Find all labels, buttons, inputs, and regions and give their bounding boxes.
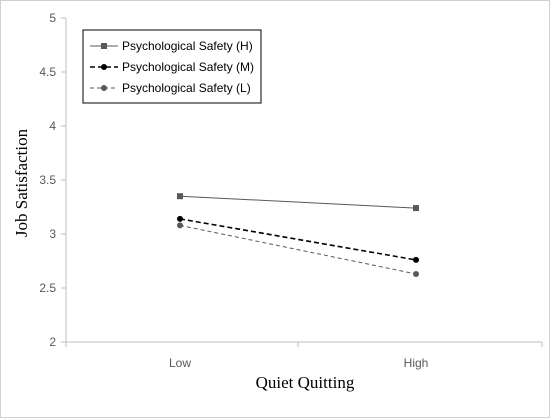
y-tick-label: 3 [49, 227, 56, 241]
series-line [179, 224, 417, 275]
legend-label: Psychological Safety (L) [122, 81, 251, 95]
x-tick-label: High [404, 356, 429, 370]
y-tick-label: 2.5 [39, 281, 56, 295]
legend-label: Psychological Safety (M) [122, 60, 254, 74]
legend-swatch-marker [101, 43, 107, 49]
y-axis-title: Job Satisfaction [12, 128, 31, 237]
x-axis-ticks: Low High [65, 342, 543, 370]
y-tick-label: 5 [49, 11, 56, 25]
y-axis-ticks: 2 2.5 3 3.5 4 4.5 5 [39, 11, 66, 349]
y-tick-label: 4.5 [39, 65, 56, 79]
legend: Psychological Safety (H) Psychological Sa… [82, 29, 262, 104]
legend-item: Psychological Safety (L) [90, 81, 251, 95]
data-point [413, 205, 419, 212]
legend-item: Psychological Safety (M) [90, 60, 254, 74]
legend-swatch-marker [101, 64, 107, 70]
legend-box [82, 29, 262, 104]
y-tick-label: 3.5 [39, 173, 56, 187]
series-1 [177, 193, 419, 212]
y-tick-label: 4 [49, 119, 56, 133]
y-tick-label: 2 [49, 335, 56, 349]
x-tick-label: Low [169, 356, 191, 370]
data-point [177, 193, 183, 200]
series-line [179, 218, 417, 261]
series-layer [177, 193, 419, 277]
legend-swatch-marker [101, 85, 107, 91]
series-line [179, 195, 417, 209]
series-2 [177, 215, 419, 263]
x-axis-title: Quiet Quitting [256, 373, 355, 392]
legend-item: Psychological Safety (H) [90, 39, 253, 53]
legend-label: Psychological Safety (H) [122, 39, 253, 53]
data-point [413, 270, 419, 277]
data-point [177, 222, 183, 229]
data-point [177, 215, 183, 222]
series-3 [177, 222, 419, 277]
data-point [413, 256, 419, 263]
